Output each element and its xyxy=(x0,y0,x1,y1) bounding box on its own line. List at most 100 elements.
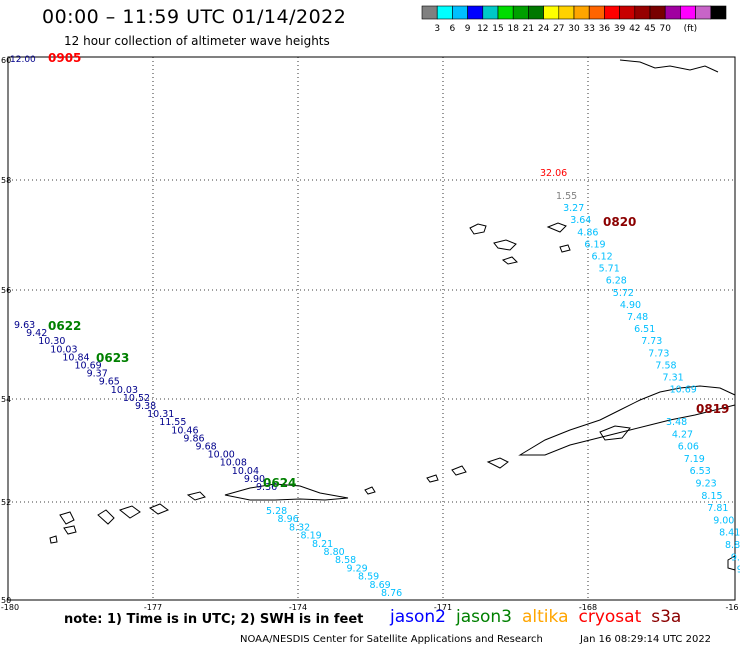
wave-height-value: 8.8 xyxy=(725,540,740,551)
lon-tick-label: -16 xyxy=(725,603,738,612)
lon-tick-label: -168 xyxy=(579,603,597,612)
wave-height-value: 7.48 xyxy=(627,312,648,323)
note-text: note: 1) Time is in UTC; 2) SWH is in fe… xyxy=(64,612,364,627)
legend-label: 18 xyxy=(507,24,519,34)
map-subtitle: 12 hour collection of altimeter wave hei… xyxy=(64,34,330,48)
wave-height-value: 8.96 xyxy=(278,514,299,525)
wave-height-value: 9.37 xyxy=(87,369,108,380)
wave-height-value: 7.73 xyxy=(648,348,669,359)
footer-credit: NOAA/NESDIS Center for Satellite Applica… xyxy=(240,634,543,645)
lon-tick-label: -177 xyxy=(144,603,162,612)
legend-label: 24 xyxy=(538,24,550,34)
corner-value: 12.00 xyxy=(10,55,36,65)
wave-height-value: 8.41 xyxy=(719,528,740,539)
wave-height-value: 7.73 xyxy=(641,336,662,347)
wave-height-value: 32.06 xyxy=(540,168,567,179)
wave-height-value: 5.28 xyxy=(266,506,287,517)
wave-height-value: 8.76 xyxy=(381,588,402,599)
coastline xyxy=(451,465,467,476)
legend-label: 6 xyxy=(450,24,456,34)
track-time-label: 0820 xyxy=(603,215,636,229)
wave-height-value: 9.36 xyxy=(256,482,277,493)
satellite-jason3: jason3 xyxy=(456,607,512,627)
map-frame xyxy=(7,56,736,601)
wave-height-value: 10.04 xyxy=(232,466,259,477)
legend-label: 36 xyxy=(599,24,611,34)
map-title: 00:00 – 11:59 UTC 01/14/2022 xyxy=(42,6,347,28)
legend-label: 9 xyxy=(465,24,471,34)
lat-tick-label: 54 xyxy=(1,395,11,404)
wave-height-value: 7.19 xyxy=(684,454,705,465)
wave-height-value: 9.86 xyxy=(183,433,204,444)
satellite-legend: jason2 jason3 altika cryosat s3a xyxy=(390,607,691,627)
coastline xyxy=(186,491,206,501)
coastline xyxy=(224,483,349,501)
legend-label: 45 xyxy=(644,24,655,34)
coastline xyxy=(148,503,170,515)
coastline xyxy=(486,457,509,469)
lon-tick-label: -174 xyxy=(289,603,307,612)
wave-height-value: 4.86 xyxy=(577,227,598,238)
wave-height-value: 10.52 xyxy=(123,393,150,404)
wave-height-value: 10.46 xyxy=(171,425,198,436)
wave-height-value: 8.69 xyxy=(370,580,391,591)
wave-height-value: 9.90 xyxy=(244,474,265,485)
lat-tick-label: 58 xyxy=(1,176,11,185)
legend-label: 70 xyxy=(659,24,671,34)
coastline xyxy=(97,509,115,525)
color-legend: 3 6 9 12 15 18 21 24 27 30 33 36 39 42 45 70 (ft) xyxy=(421,5,727,34)
wave-height-value: 9.00 xyxy=(713,515,734,526)
satellite-s3a: s3a xyxy=(651,607,682,627)
wave-height-value: 10.08 xyxy=(220,458,247,469)
wave-height-value: 10.03 xyxy=(111,385,138,396)
track-time-label: 0623 xyxy=(96,351,129,365)
wave-height-value: 3.27 xyxy=(563,203,584,214)
lat-tick-label: 52 xyxy=(1,498,11,507)
legend-label: 12 xyxy=(477,24,488,34)
lat-tick-label: 60 xyxy=(1,56,11,65)
wave-height-value: 7.31 xyxy=(663,373,684,384)
track-time-label: 0624 xyxy=(263,476,296,490)
wave-height-value: 4.90 xyxy=(620,300,641,311)
wave-height-value: 8.19 xyxy=(301,531,322,542)
coastline xyxy=(364,486,376,495)
legend-label: 33 xyxy=(583,24,594,34)
wave-height-value: 6.28 xyxy=(606,276,627,287)
wave-height-value: 6.12 xyxy=(592,252,613,263)
wave-height-value: 8.21 xyxy=(312,539,333,550)
wave-height-value: 8.15 xyxy=(701,491,722,502)
wave-height-value: 5.72 xyxy=(613,288,634,299)
wave-height-value: 6.06 xyxy=(678,442,699,453)
wave-height-value: 11.55 xyxy=(159,417,186,428)
wave-height-value: 10.03 xyxy=(50,344,77,355)
coastline xyxy=(546,222,567,233)
wave-height-value: 3.48 xyxy=(666,417,687,428)
coastline xyxy=(501,256,518,265)
coastline xyxy=(49,535,58,544)
legend-label: 27 xyxy=(553,24,564,34)
wave-height-value: 9.65 xyxy=(99,377,120,388)
wave-height-value: 4.27 xyxy=(672,429,693,440)
coastline xyxy=(118,505,141,519)
coastline xyxy=(518,385,736,456)
wave-height-value: 8.58 xyxy=(335,555,356,566)
legend-label: 3 xyxy=(434,24,440,34)
track-time-label: 0622 xyxy=(48,319,81,333)
wave-height-value: 9 xyxy=(737,565,740,576)
coastline xyxy=(619,59,719,73)
coastline xyxy=(599,425,631,441)
wave-height-value: 9.68 xyxy=(196,442,217,453)
wave-height-value: 3.64 xyxy=(570,215,591,226)
wave-height-value: 7.58 xyxy=(655,360,676,371)
satellite-cryosat: cryosat xyxy=(578,607,642,627)
legend-label: (ft) xyxy=(684,24,698,34)
wave-height-value: 6.19 xyxy=(584,239,605,250)
track-time-label: 0819 xyxy=(696,402,729,416)
coastline xyxy=(469,223,487,235)
wave-height-value: 9.29 xyxy=(347,563,368,574)
lon-tick-label: -171 xyxy=(434,603,452,612)
satellite-jason2: jason2 xyxy=(390,607,446,627)
wave-height-value: 8.80 xyxy=(324,547,345,558)
track-time-label: 0905 xyxy=(48,51,81,65)
